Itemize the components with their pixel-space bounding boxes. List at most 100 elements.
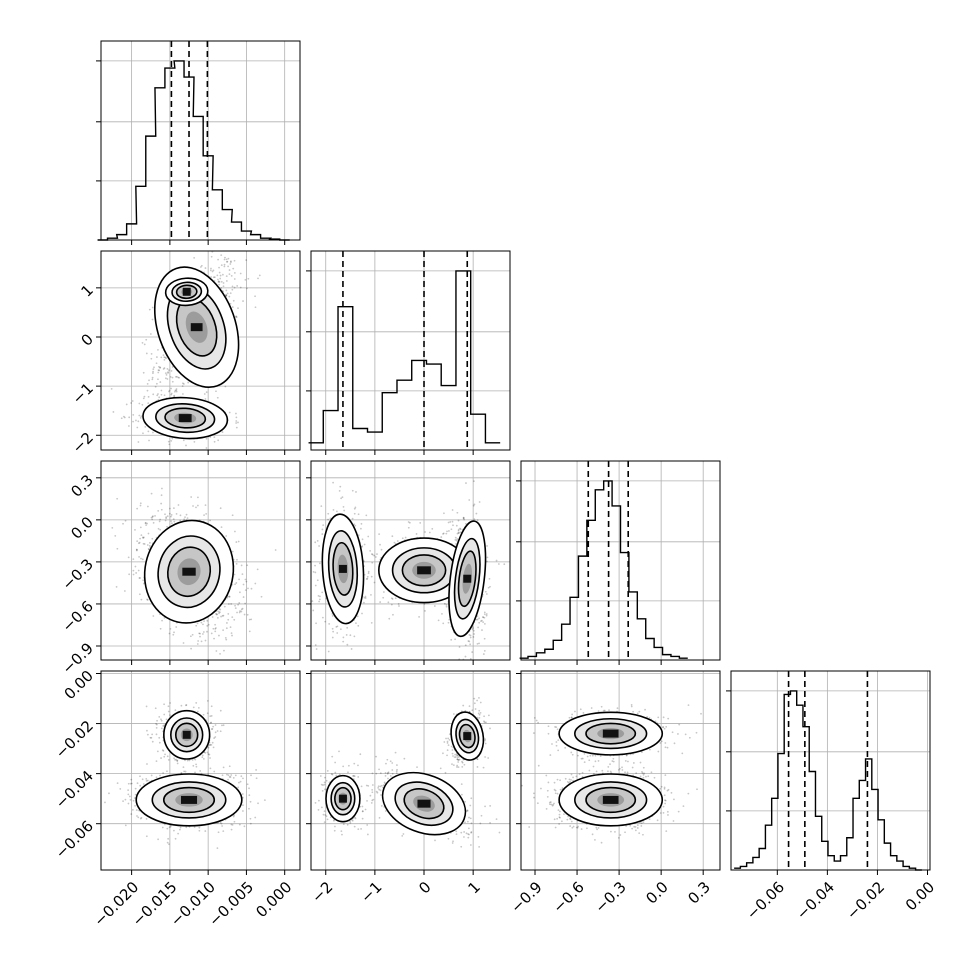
scatter-point bbox=[473, 518, 475, 520]
scatter-point bbox=[158, 396, 160, 398]
scatter-point bbox=[143, 397, 145, 399]
scatter-point bbox=[355, 491, 357, 493]
scatter-point bbox=[151, 538, 153, 540]
scatter-point bbox=[239, 612, 241, 614]
scatter-point bbox=[195, 702, 197, 704]
scatter-point bbox=[442, 622, 444, 624]
panel-0-0 bbox=[96, 41, 300, 245]
scatter-point bbox=[135, 420, 137, 422]
scatter-point bbox=[234, 287, 236, 289]
scatter-point bbox=[246, 564, 248, 566]
scatter-point bbox=[371, 622, 373, 624]
scatter-point bbox=[195, 507, 197, 509]
scatter-point bbox=[215, 613, 217, 615]
scatter-point bbox=[220, 616, 222, 618]
scatter-point bbox=[498, 563, 500, 565]
scatter-point bbox=[206, 438, 208, 440]
scatter-point bbox=[366, 578, 368, 580]
scatter-point bbox=[465, 482, 467, 484]
scatter-point bbox=[369, 550, 371, 552]
density-peak bbox=[179, 414, 192, 422]
panel-content bbox=[111, 230, 261, 475]
scatter-point bbox=[176, 376, 178, 378]
scatter-point bbox=[140, 502, 142, 504]
scatter-point bbox=[438, 619, 440, 621]
panel-content bbox=[305, 480, 505, 681]
scatter-point bbox=[237, 307, 239, 309]
scatter-point bbox=[209, 520, 211, 522]
scatter-point bbox=[162, 725, 164, 727]
scatter-point bbox=[209, 661, 211, 663]
scatter-point bbox=[230, 261, 232, 263]
scatter-point bbox=[473, 505, 475, 507]
scatter-point bbox=[140, 599, 142, 601]
scatter-point bbox=[429, 532, 431, 534]
scatter-point bbox=[173, 507, 175, 509]
scatter-point bbox=[231, 632, 233, 634]
scatter-point bbox=[257, 277, 259, 279]
panel-1-0 bbox=[96, 230, 300, 475]
scatter-point bbox=[182, 382, 184, 384]
scatter-point bbox=[220, 275, 222, 277]
scatter-point bbox=[446, 604, 448, 606]
scatter-point bbox=[193, 257, 195, 259]
scatter-point bbox=[230, 603, 232, 605]
scatter-point bbox=[328, 623, 330, 625]
scatter-point bbox=[184, 516, 186, 518]
scatter-point bbox=[489, 586, 491, 588]
scatter-point bbox=[338, 663, 340, 665]
scatter-point bbox=[227, 293, 229, 295]
scatter-point bbox=[456, 512, 458, 514]
scatter-point bbox=[431, 528, 433, 530]
scatter-point bbox=[351, 648, 353, 650]
scatter-point bbox=[142, 558, 144, 560]
density-peak bbox=[463, 575, 471, 583]
scatter-point bbox=[229, 596, 231, 598]
scatter-point bbox=[332, 631, 334, 633]
scatter-point bbox=[473, 636, 475, 638]
scatter-point bbox=[152, 319, 154, 321]
scatter-point bbox=[468, 663, 470, 665]
scatter-point bbox=[242, 300, 244, 302]
scatter-point bbox=[187, 382, 189, 384]
scatter-point bbox=[387, 601, 389, 603]
scatter-point bbox=[371, 562, 373, 564]
scatter-point bbox=[340, 628, 342, 630]
scatter-point bbox=[247, 614, 249, 616]
scatter-point bbox=[231, 635, 233, 637]
scatter-point bbox=[143, 372, 145, 374]
scatter-point bbox=[222, 274, 224, 276]
scatter-point bbox=[226, 275, 228, 277]
scatter-point bbox=[136, 540, 138, 542]
scatter-point bbox=[210, 268, 212, 270]
scatter-point bbox=[222, 629, 224, 631]
scatter-point bbox=[457, 533, 459, 535]
scatter-point bbox=[332, 637, 334, 639]
scatter-point bbox=[164, 394, 166, 396]
scatter-point bbox=[368, 572, 370, 574]
scatter-point bbox=[317, 579, 319, 581]
scatter-point bbox=[229, 263, 231, 265]
scatter-point bbox=[155, 386, 157, 388]
scatter-point bbox=[151, 493, 153, 495]
scatter-point bbox=[161, 620, 163, 622]
density-peak bbox=[182, 568, 195, 576]
scatter-point bbox=[205, 513, 207, 515]
scatter-point bbox=[318, 601, 320, 603]
scatter-point bbox=[361, 523, 363, 525]
scatter-point bbox=[236, 612, 238, 614]
scatter-point bbox=[254, 295, 256, 297]
scatter-point bbox=[111, 388, 113, 390]
scatter-point bbox=[228, 677, 230, 679]
histogram-step bbox=[309, 271, 501, 443]
scatter-point bbox=[336, 510, 338, 512]
scatter-point bbox=[220, 507, 222, 509]
scatter-point bbox=[139, 593, 141, 595]
scatter-point bbox=[339, 490, 341, 492]
scatter-point bbox=[475, 513, 477, 515]
scatter-point bbox=[314, 572, 316, 574]
scatter-point bbox=[128, 556, 130, 558]
scatter-point bbox=[240, 287, 242, 289]
scatter-point bbox=[449, 521, 451, 523]
scatter-point bbox=[346, 627, 348, 629]
